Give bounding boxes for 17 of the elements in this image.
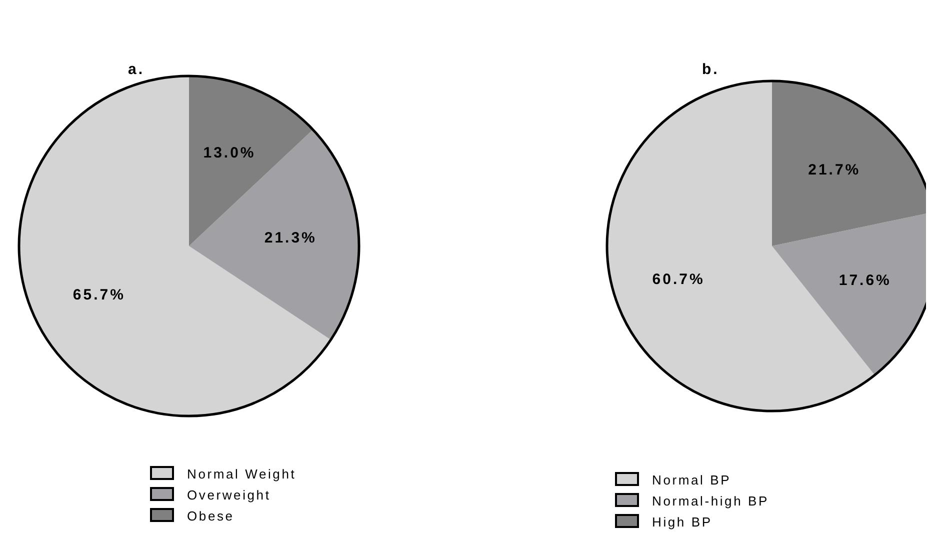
legend-label: High BP [652,514,712,530]
legend-label: Normal BP [652,472,732,488]
chart-title: a. [128,61,145,78]
data-label: 17.6% [838,272,892,289]
legend-label: Normal Weight [187,466,296,482]
legend-label: Overweight [187,488,271,503]
pie-slice [189,130,359,340]
pie-slice [189,76,313,246]
data-label: 21.7% [808,161,861,178]
legend-label: Normal-high BP [652,494,769,509]
chart-title: b. [702,61,720,78]
data-label: 21.3% [264,230,317,247]
data-label: 60.7% [652,270,705,288]
legend-label: Obese [187,508,234,524]
data-label: 65.7% [72,286,126,304]
pie-slice [19,76,331,416]
data-label: 13.0% [203,144,256,162]
